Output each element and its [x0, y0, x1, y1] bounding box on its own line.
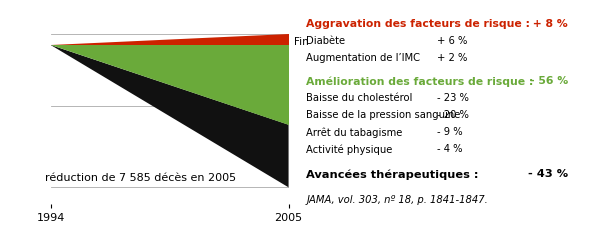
- Polygon shape: [51, 45, 289, 187]
- Text: + 6 %: + 6 %: [437, 36, 468, 46]
- Text: Avancées thérapeutiques :: Avancées thérapeutiques :: [306, 169, 479, 180]
- Text: + 8 %: + 8 %: [530, 19, 568, 29]
- Polygon shape: [51, 34, 289, 45]
- Text: - 4 %: - 4 %: [437, 144, 463, 154]
- Text: JAMA, vol. 303, nº 18, p. 1841-1847.: JAMA, vol. 303, nº 18, p. 1841-1847.: [306, 195, 488, 205]
- Polygon shape: [51, 45, 289, 125]
- Text: Fin: Fin: [294, 37, 309, 47]
- Text: Diabète: Diabète: [306, 36, 346, 46]
- Text: Amélioration des facteurs de risque :: Amélioration des facteurs de risque :: [306, 76, 537, 87]
- Text: - 20 %: - 20 %: [437, 110, 469, 120]
- Text: Augmentation de l’IMC: Augmentation de l’IMC: [306, 53, 421, 63]
- Text: - 43 %: - 43 %: [528, 169, 568, 179]
- Text: - 56 %: - 56 %: [530, 76, 568, 86]
- Text: Aggravation des facteurs de risque :: Aggravation des facteurs de risque :: [306, 19, 534, 29]
- Text: - 23 %: - 23 %: [437, 93, 469, 103]
- Text: Arrêt du tabagisme: Arrêt du tabagisme: [306, 127, 403, 137]
- Text: réduction de 7 585 décès en 2005: réduction de 7 585 décès en 2005: [45, 173, 237, 183]
- Text: Activité physique: Activité physique: [306, 144, 393, 154]
- Text: Baisse de la pression sanguine: Baisse de la pression sanguine: [306, 110, 461, 120]
- Text: Baisse du cholestérol: Baisse du cholestérol: [306, 93, 413, 103]
- Text: - 9 %: - 9 %: [437, 127, 463, 137]
- Text: + 2 %: + 2 %: [437, 53, 468, 63]
